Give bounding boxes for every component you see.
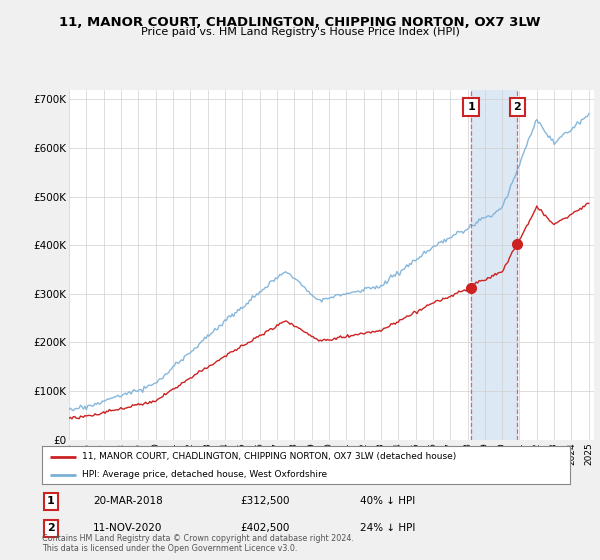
Text: Contains HM Land Registry data © Crown copyright and database right 2024.
This d: Contains HM Land Registry data © Crown c…	[42, 534, 354, 553]
Text: 11, MANOR COURT, CHADLINGTON, CHIPPING NORTON, OX7 3LW (detached house): 11, MANOR COURT, CHADLINGTON, CHIPPING N…	[82, 452, 456, 461]
Text: 40% ↓ HPI: 40% ↓ HPI	[360, 496, 415, 506]
Text: 1: 1	[47, 496, 55, 506]
Text: 24% ↓ HPI: 24% ↓ HPI	[360, 523, 415, 533]
Text: £402,500: £402,500	[240, 523, 289, 533]
Text: 20-MAR-2018: 20-MAR-2018	[93, 496, 163, 506]
Text: Price paid vs. HM Land Registry's House Price Index (HPI): Price paid vs. HM Land Registry's House …	[140, 27, 460, 38]
Text: 1: 1	[467, 102, 475, 112]
Bar	[471, 90, 517, 440]
Text: £312,500: £312,500	[240, 496, 290, 506]
Text: 2: 2	[47, 523, 55, 533]
Text: 2: 2	[514, 102, 521, 112]
Text: 11-NOV-2020: 11-NOV-2020	[93, 523, 163, 533]
Text: 11, MANOR COURT, CHADLINGTON, CHIPPING NORTON, OX7 3LW: 11, MANOR COURT, CHADLINGTON, CHIPPING N…	[59, 16, 541, 29]
Text: HPI: Average price, detached house, West Oxfordshire: HPI: Average price, detached house, West…	[82, 470, 327, 479]
